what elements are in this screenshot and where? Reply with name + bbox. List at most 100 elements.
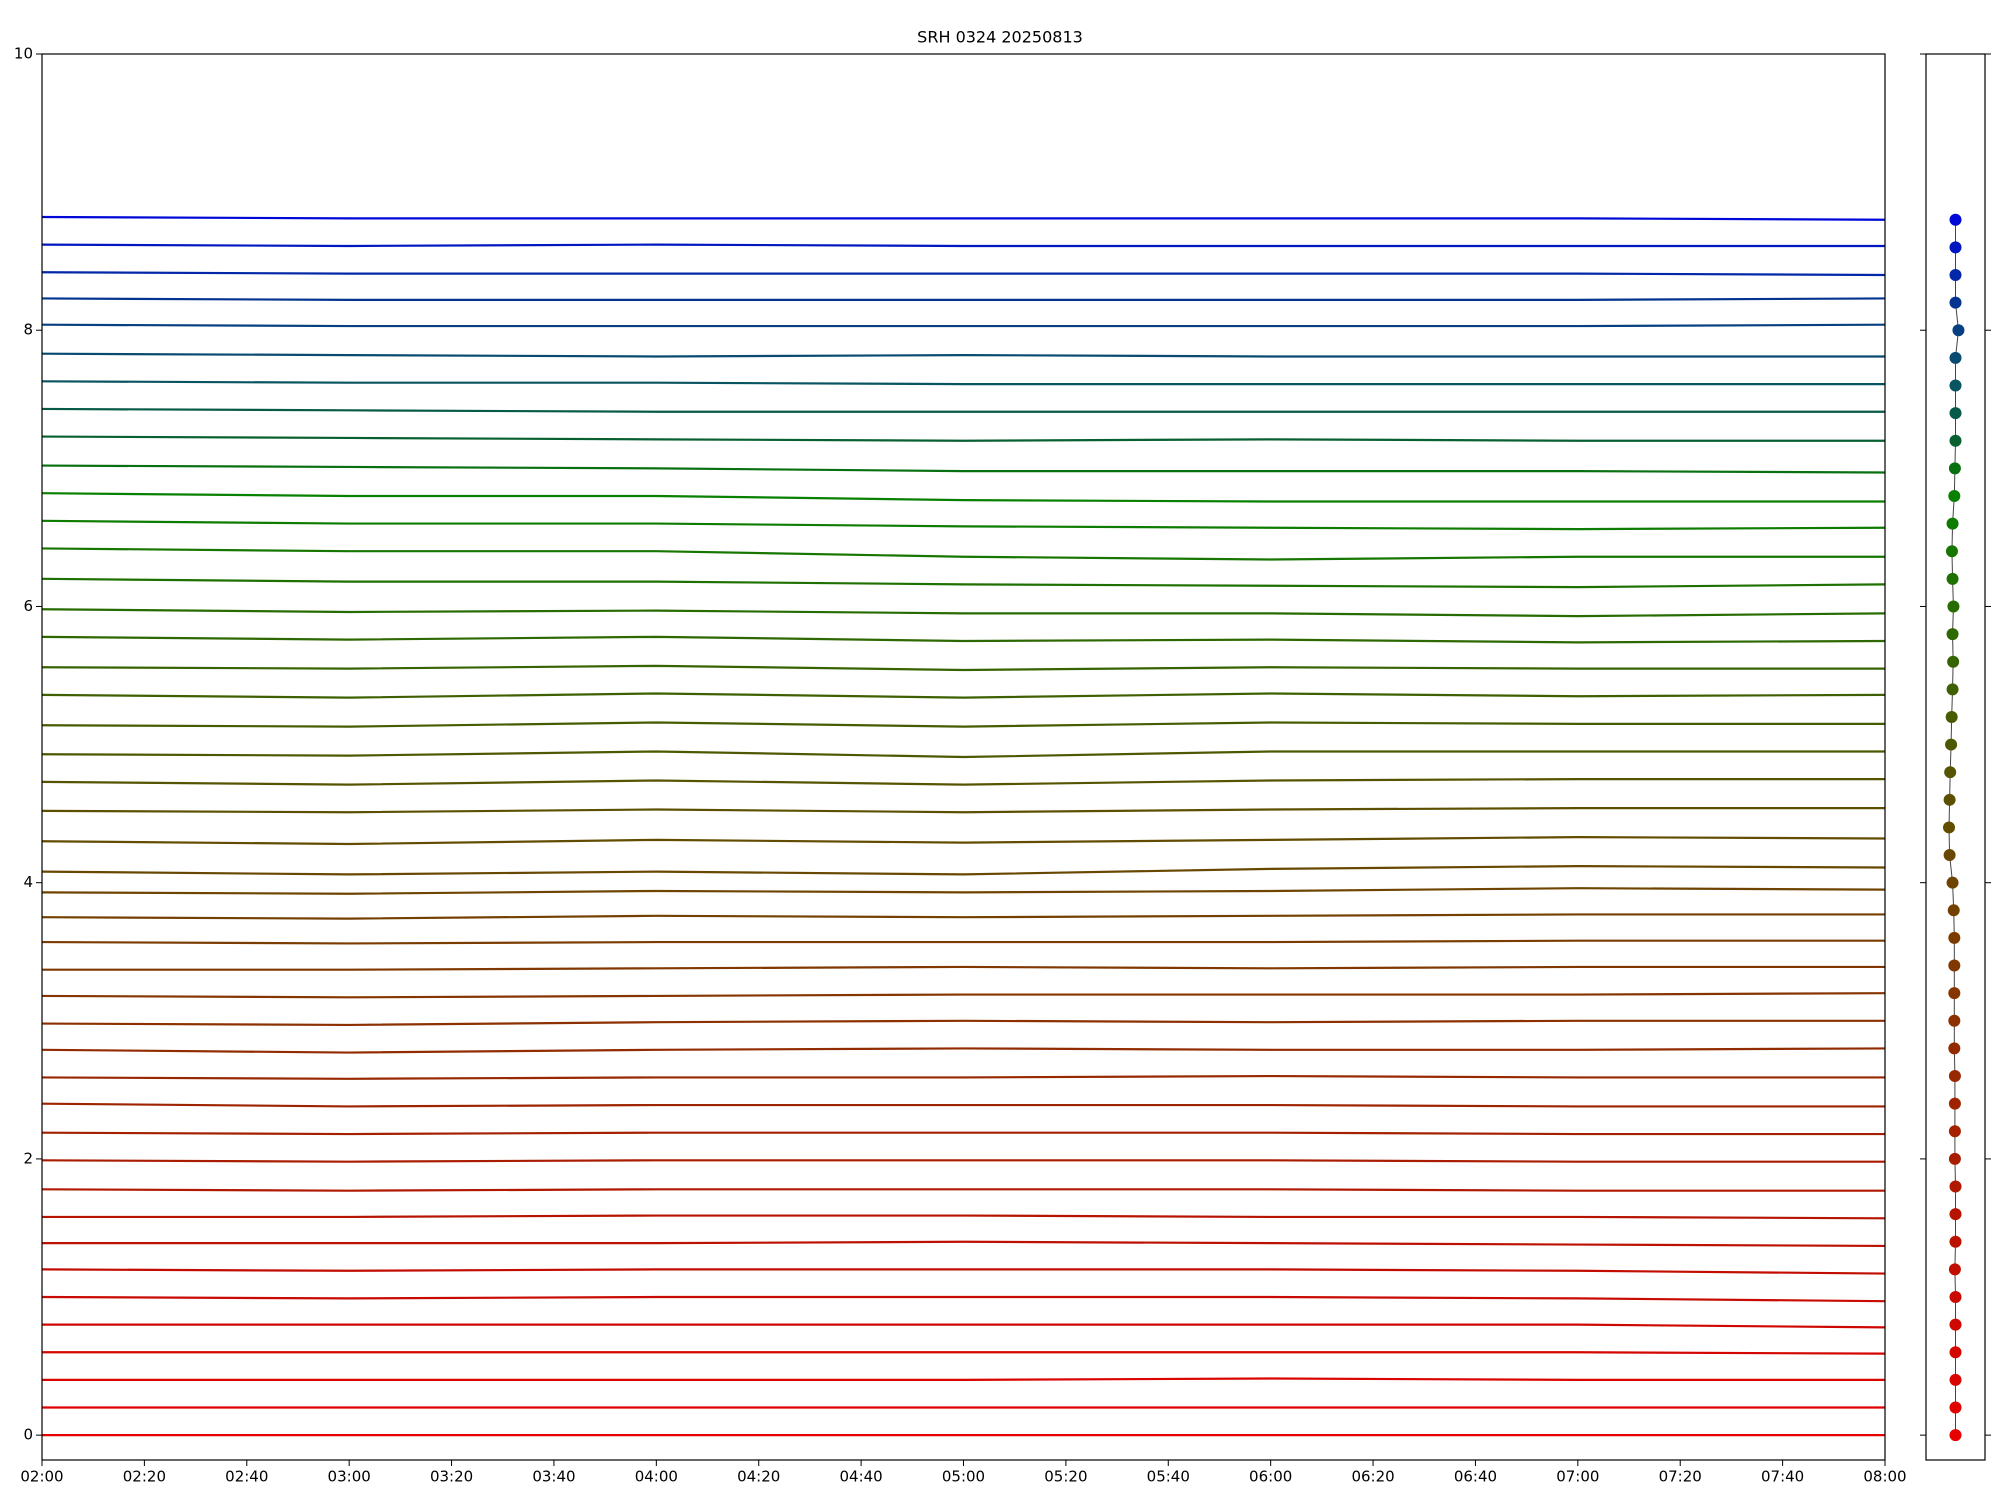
x-tick-label: 02:40 [225,1468,268,1486]
x-tick-label: 05:00 [942,1468,985,1486]
trace [41,352,1885,358]
x-tick-label: 06:40 [1454,1468,1497,1486]
trace [41,721,1885,728]
trace [41,1159,1885,1163]
y-tick-label: 10 [14,45,33,63]
x-tick-label: 04:20 [737,1468,780,1486]
offset-point [1948,1070,1961,1083]
trace [41,750,1885,759]
offset-point [1949,434,1962,447]
offset-point [1948,1042,1961,1055]
trace [41,939,1885,945]
x-tick-label: 03:00 [328,1468,371,1486]
offset-point [1949,213,1962,226]
trace [41,519,1886,531]
offset-point [1945,710,1958,723]
x-tick-label: 07:40 [1761,1468,1804,1486]
side-frame [1925,53,1986,1461]
chart-title: SRH 0324 20250813 [917,28,1083,47]
offset-point [1946,683,1959,696]
trace [41,664,1885,672]
trace [42,965,1885,971]
x-tick-label: 03:40 [532,1468,575,1486]
y-tick-label: 4 [23,873,33,891]
x-tick-label: 02:20 [123,1468,166,1486]
offset-point [1948,959,1961,972]
trace [41,1047,1886,1054]
trace [41,913,1885,920]
trace [41,1102,1885,1108]
offset-point [1947,600,1960,613]
offset-point [1943,793,1956,806]
x-tick-label: 05:20 [1044,1468,1087,1486]
x-tick-label: 03:20 [430,1468,473,1486]
offset-point [1948,462,1961,475]
plot-frame [41,53,1886,1461]
offset-point [1949,1291,1962,1304]
offset-point [1945,738,1958,751]
trace [42,1377,1885,1381]
trace [41,992,1886,999]
trace [41,1131,1885,1136]
x-tick-label: 06:20 [1351,1468,1394,1486]
trace [41,407,1885,413]
offset-point [1944,766,1957,779]
trace [41,887,1886,895]
offset-point [1943,821,1956,834]
offset-point [1949,379,1962,392]
trace [41,692,1886,699]
offset-point [1949,1401,1962,1414]
trace [41,807,1885,814]
offset-point [1943,849,1956,862]
trace [42,1214,1886,1220]
x-tick-label: 05:40 [1147,1468,1190,1486]
offset-point [1948,931,1961,944]
trace [41,1019,1885,1027]
offset-point [1949,296,1962,309]
offset-point [1949,1180,1962,1193]
offset-point [1948,489,1961,502]
offset-point [1947,655,1960,668]
trace [41,1295,1886,1303]
trace [41,865,1886,876]
trace [41,215,1886,221]
offset-point [1948,1152,1961,1165]
trace [41,271,1886,277]
y-tick-label: 8 [23,321,33,339]
y-tick-label: 2 [23,1149,33,1167]
trace [41,492,1885,503]
trace [41,435,1885,442]
trace [41,464,1886,474]
trace [41,380,1885,386]
offset-point [1948,1263,1961,1276]
offset-point [1948,1014,1961,1027]
trace [41,243,1885,248]
offset-point [1948,1097,1961,1110]
offset-point [1949,1235,1962,1248]
x-tick-label: 04:00 [635,1468,678,1486]
x-tick-label: 06:00 [1249,1468,1292,1486]
offset-point [1949,241,1962,254]
x-tick-label: 08:00 [1863,1468,1906,1486]
trace [41,1268,1886,1275]
trace [42,1351,1886,1355]
x-tick-label: 04:40 [839,1468,882,1486]
trace [41,547,1885,561]
offset-point [1949,1429,1962,1442]
trace [42,1240,1886,1248]
trace [41,635,1886,644]
offset-point [1947,904,1960,917]
trace [41,608,1886,618]
trace [42,1323,1886,1329]
x-tick-label: 07:20 [1659,1468,1702,1486]
trace [41,1188,1885,1192]
y-tick-label: 6 [23,597,33,615]
offset-point [1945,545,1958,558]
trace [41,577,1886,589]
offset-point [1946,876,1959,889]
offset-point [1949,1346,1962,1359]
offset-point [1949,268,1962,281]
offset-point [1946,517,1959,530]
trace [41,836,1886,846]
